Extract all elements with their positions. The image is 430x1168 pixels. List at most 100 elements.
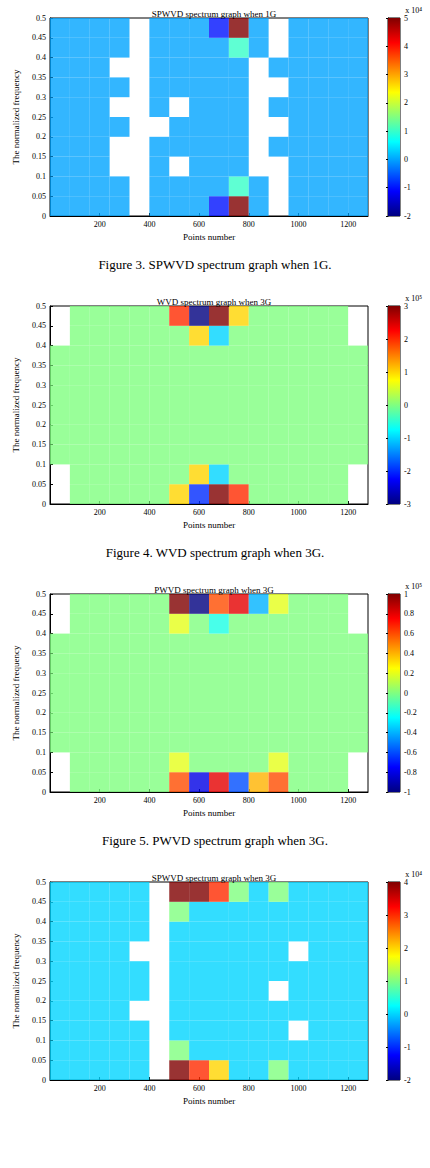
svg-text:1: 1 — [404, 977, 408, 986]
svg-text:800: 800 — [243, 1084, 255, 1093]
svg-text:400: 400 — [143, 796, 155, 805]
svg-text:1200: 1200 — [340, 1084, 356, 1093]
svg-text:600: 600 — [193, 508, 205, 517]
svg-text:2: 2 — [404, 98, 408, 107]
svg-text:400: 400 — [143, 220, 155, 229]
svg-text:1200: 1200 — [340, 508, 356, 517]
svg-text:400: 400 — [143, 508, 155, 517]
svg-text:0.3: 0.3 — [36, 957, 46, 966]
svg-text:0.35: 0.35 — [32, 937, 46, 946]
svg-text:0: 0 — [42, 500, 46, 509]
svg-text:0: 0 — [42, 212, 46, 221]
svg-text:-0.8: -0.8 — [404, 768, 417, 777]
svg-text:200: 200 — [94, 508, 106, 517]
svg-text:Points number: Points number — [183, 808, 235, 818]
svg-text:0: 0 — [42, 788, 46, 797]
svg-text:1000: 1000 — [290, 508, 306, 517]
svg-text:0: 0 — [42, 1076, 46, 1085]
svg-text:-1: -1 — [404, 434, 411, 443]
svg-text:3: 3 — [404, 302, 408, 311]
svg-text:-0.2: -0.2 — [404, 708, 417, 717]
svg-text:0: 0 — [404, 401, 408, 410]
svg-text:SPWVD spectrum graph when 1G: SPWVD spectrum graph when 1G — [152, 9, 277, 19]
svg-text:800: 800 — [243, 796, 255, 805]
svg-text:0.4: 0.4 — [404, 649, 414, 658]
svg-text:0.25: 0.25 — [32, 977, 46, 986]
svg-text:3: 3 — [404, 911, 408, 920]
svg-text:1200: 1200 — [340, 220, 356, 229]
svg-text:0.45: 0.45 — [32, 609, 46, 618]
svg-text:0.25: 0.25 — [32, 689, 46, 698]
svg-text:0.25: 0.25 — [32, 401, 46, 410]
svg-text:SPWVD spectrum graph when 3G: SPWVD spectrum graph when 3G — [152, 873, 277, 883]
svg-text:1200: 1200 — [340, 796, 356, 805]
svg-text:1: 1 — [404, 590, 408, 599]
svg-text:0.25: 0.25 — [32, 113, 46, 122]
svg-text:2: 2 — [404, 335, 408, 344]
svg-text:0.5: 0.5 — [36, 878, 46, 887]
svg-text:0.8: 0.8 — [404, 609, 414, 618]
svg-text:The normalized frequency: The normalized frequency — [11, 933, 21, 1028]
svg-text:0.35: 0.35 — [32, 73, 46, 82]
svg-text:1: 1 — [404, 127, 408, 136]
svg-text:-1: -1 — [404, 788, 411, 797]
svg-text:0.1: 0.1 — [36, 1036, 46, 1045]
svg-text:0.2: 0.2 — [36, 708, 46, 717]
svg-text:5: 5 — [404, 14, 408, 23]
svg-text:-0.4: -0.4 — [404, 728, 417, 737]
svg-text:0: 0 — [404, 155, 408, 164]
svg-text:0.1: 0.1 — [36, 748, 46, 757]
svg-text:0.2: 0.2 — [404, 669, 414, 678]
svg-text:0.3: 0.3 — [36, 93, 46, 102]
svg-text:0.4: 0.4 — [36, 341, 46, 350]
svg-text:600: 600 — [193, 220, 205, 229]
svg-text:0.2: 0.2 — [36, 996, 46, 1005]
svg-text:800: 800 — [243, 220, 255, 229]
svg-text:-2: -2 — [404, 467, 411, 476]
svg-text:2: 2 — [404, 944, 408, 953]
svg-text:The normalized frequency: The normalized frequency — [11, 357, 21, 452]
svg-text:0.5: 0.5 — [36, 14, 46, 23]
svg-text:PWVD spectrum graph when 3G: PWVD spectrum graph when 3G — [154, 585, 274, 595]
svg-text:400: 400 — [143, 1084, 155, 1093]
svg-text:200: 200 — [94, 796, 106, 805]
svg-text:200: 200 — [94, 1084, 106, 1093]
svg-text:0.05: 0.05 — [32, 1056, 46, 1065]
svg-text:0.6: 0.6 — [404, 629, 414, 638]
svg-text:0.35: 0.35 — [32, 649, 46, 658]
svg-text:0.2: 0.2 — [36, 132, 46, 141]
svg-text:0: 0 — [404, 1010, 408, 1019]
svg-text:0.15: 0.15 — [32, 728, 46, 737]
svg-text:0.3: 0.3 — [36, 669, 46, 678]
svg-text:0: 0 — [404, 689, 408, 698]
svg-text:600: 600 — [193, 796, 205, 805]
svg-text:The normalized frequency: The normalized frequency — [11, 645, 21, 740]
svg-text:0.05: 0.05 — [32, 192, 46, 201]
svg-text:0.5: 0.5 — [36, 302, 46, 311]
svg-text:WVD spectrum graph when 3G: WVD spectrum graph when 3G — [157, 297, 272, 307]
svg-text:0.45: 0.45 — [32, 33, 46, 42]
svg-text:3: 3 — [404, 70, 408, 79]
svg-text:1000: 1000 — [290, 796, 306, 805]
svg-text:0.15: 0.15 — [32, 152, 46, 161]
svg-text:0.35: 0.35 — [32, 361, 46, 370]
svg-text:-1: -1 — [404, 1043, 411, 1052]
svg-text:0.4: 0.4 — [36, 53, 46, 62]
svg-text:0.4: 0.4 — [36, 917, 46, 926]
svg-text:-3: -3 — [404, 500, 411, 509]
svg-text:4: 4 — [404, 878, 408, 887]
svg-text:4: 4 — [404, 42, 408, 51]
svg-text:200: 200 — [94, 220, 106, 229]
svg-text:1000: 1000 — [290, 220, 306, 229]
svg-text:0.15: 0.15 — [32, 440, 46, 449]
svg-text:0.1: 0.1 — [36, 460, 46, 469]
svg-text:600: 600 — [193, 1084, 205, 1093]
svg-text:0.15: 0.15 — [32, 1016, 46, 1025]
svg-text:0.05: 0.05 — [32, 768, 46, 777]
svg-text:The normalized frequency: The normalized frequency — [11, 69, 21, 164]
svg-text:1: 1 — [404, 368, 408, 377]
svg-text:-1: -1 — [404, 183, 411, 192]
svg-text:-2: -2 — [404, 1076, 411, 1085]
svg-text:Points number: Points number — [183, 1096, 235, 1106]
svg-text:Points number: Points number — [183, 520, 235, 530]
